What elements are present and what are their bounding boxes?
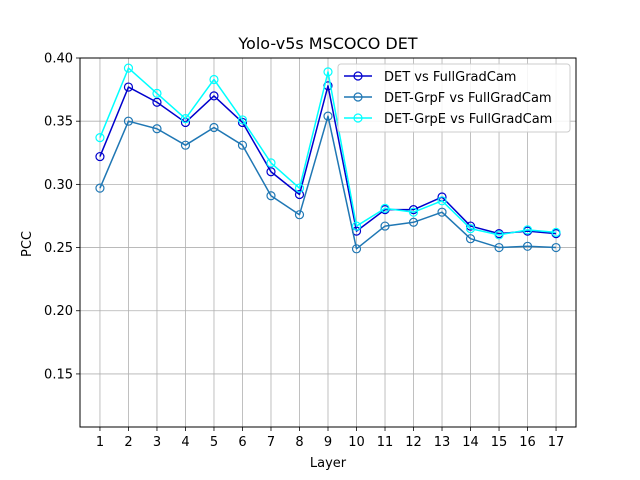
x-tick-label: 4	[181, 435, 189, 450]
legend-label: DET vs FullGradCam	[384, 70, 516, 85]
data-point	[180, 114, 191, 124]
x-tick-label: 16	[519, 435, 536, 450]
series-line	[99, 115, 557, 250]
data-point	[494, 230, 504, 240]
legend-item: DET-GrpF vs FullGradCam	[344, 91, 552, 106]
data-point	[209, 91, 219, 101]
data-point	[323, 111, 333, 121]
data-point	[380, 221, 390, 231]
data-point	[522, 241, 533, 251]
axis-ticks: 1 2 3 4 5 6 7 8 9 10 11 12 13 14 15 16 170.150.200.250.3…	[44, 52, 564, 451]
x-tick-label: 1	[96, 435, 104, 450]
data-point	[237, 115, 248, 125]
data-point	[465, 221, 476, 231]
y-tick-label: 0.30	[44, 178, 73, 193]
y-axis-label: PCC	[20, 231, 35, 257]
legend-marker	[353, 92, 363, 102]
x-tick-label: 3	[153, 435, 161, 450]
data-point	[437, 207, 447, 217]
legend-label: DET-GrpF vs FullGradCam	[384, 91, 552, 106]
x-tick-label: 8	[295, 435, 303, 450]
data-point	[209, 74, 219, 85]
y-tick-label: 0.40	[44, 52, 73, 67]
legend-label: DET-GrpE vs FullGradCam	[384, 112, 552, 127]
data-point	[152, 88, 162, 98]
y-tick-label: 0.20	[44, 304, 73, 319]
legend-marker	[353, 71, 363, 81]
data-point	[465, 223, 476, 234]
data-point	[123, 116, 134, 126]
y-tick-label: 0.35	[44, 115, 73, 130]
data-point	[123, 82, 134, 92]
x-tick-label: 13	[434, 435, 451, 450]
data-point	[95, 133, 105, 143]
data-point	[294, 189, 305, 200]
data-point	[551, 242, 561, 253]
chart-title: Yolo-v5s MSCOCO DET	[237, 34, 417, 53]
legend-item: DET-GrpE vs FullGradCam	[344, 112, 552, 127]
y-tick-label: 0.25	[44, 241, 73, 256]
x-tick-label: 9	[324, 435, 332, 450]
data-point	[294, 183, 305, 193]
x-tick-label: 6	[238, 435, 246, 450]
data-point	[266, 158, 276, 168]
x-tick-label: 5	[210, 435, 218, 450]
x-tick-label: 15	[491, 435, 508, 450]
data-point	[351, 244, 362, 254]
data-point	[551, 227, 561, 237]
data-point	[152, 97, 162, 107]
series-layer	[95, 63, 561, 254]
data-point	[95, 183, 105, 193]
data-point	[237, 140, 248, 150]
data-point	[152, 124, 162, 134]
legend-box	[337, 63, 571, 133]
data-point	[237, 117, 248, 128]
data-point	[437, 196, 447, 206]
data-point	[180, 140, 191, 150]
legend: DET vs FullGradCam DET-GrpF vs FullGradCa…	[337, 63, 571, 133]
data-point	[522, 225, 533, 235]
data-point	[465, 234, 476, 244]
series-3	[95, 63, 561, 240]
data-point	[266, 167, 276, 177]
data-point	[380, 203, 390, 213]
series-2	[95, 111, 561, 254]
data-point	[266, 191, 276, 201]
data-point	[323, 67, 333, 77]
data-point	[408, 217, 419, 227]
x-tick-label: 11	[377, 435, 394, 450]
y-tick-label: 0.15	[44, 367, 73, 382]
series-line	[99, 85, 557, 235]
data-point	[408, 207, 419, 217]
data-point	[351, 221, 362, 231]
data-point	[294, 210, 305, 220]
legend-item: DET vs FullGradCam	[344, 70, 516, 85]
x-tick-label: 7	[267, 435, 275, 450]
data-point	[95, 151, 105, 162]
x-tick-label: 12	[405, 435, 422, 450]
x-tick-label: 17	[548, 435, 565, 450]
data-point	[494, 242, 504, 253]
x-tick-label: 14	[462, 435, 479, 450]
x-tick-label: 2	[124, 435, 132, 450]
x-tick-label: 10	[348, 435, 365, 450]
data-point	[209, 122, 219, 133]
legend-marker	[353, 113, 363, 123]
series-line	[99, 67, 557, 236]
x-axis-label: Layer	[310, 456, 347, 471]
data-point	[123, 63, 134, 73]
data-point	[408, 205, 419, 215]
